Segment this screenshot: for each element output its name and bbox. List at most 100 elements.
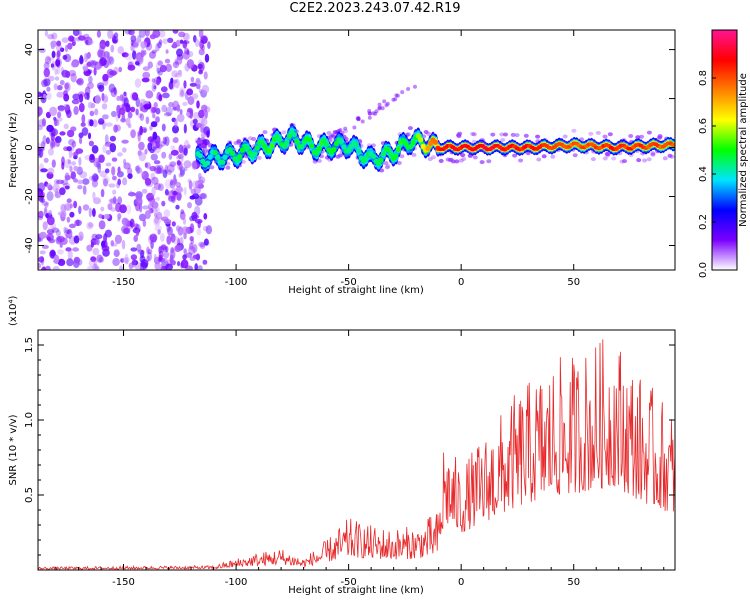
noise-speck	[197, 63, 203, 70]
noise-speck	[172, 30, 179, 34]
noise-speck	[145, 162, 151, 169]
noise-speck	[155, 78, 161, 86]
noise-speck	[60, 203, 67, 213]
noise-speck	[142, 219, 147, 227]
ridge-halo	[667, 153, 673, 158]
noise-speck	[160, 265, 167, 270]
noise-speck	[109, 197, 118, 205]
noise-speck	[51, 60, 56, 71]
ridge-halo	[379, 168, 385, 173]
noise-speck	[51, 50, 56, 59]
noise-speck	[69, 211, 75, 218]
noise-speck	[169, 249, 176, 259]
noise-speck	[82, 185, 87, 195]
ridge-halo	[550, 154, 556, 159]
noise-speck	[151, 176, 159, 185]
noise-speck	[100, 206, 105, 212]
noise-speck	[129, 190, 133, 197]
noise-speck	[87, 101, 93, 109]
noise-speck	[41, 197, 45, 203]
noise-speck	[162, 169, 168, 179]
ridge-halo	[251, 137, 257, 141]
ridge-cell	[220, 159, 226, 165]
noise-speck	[142, 66, 150, 71]
noise-speck	[39, 231, 47, 239]
noise-speck	[112, 189, 117, 195]
noise-speck	[79, 171, 88, 179]
noise-speck	[198, 88, 203, 94]
noise-speck	[38, 182, 46, 192]
noise-speck	[54, 76, 60, 81]
noise-speck	[104, 134, 109, 144]
noise-speck	[186, 59, 195, 69]
noise-speck	[163, 219, 172, 225]
ridge-halo	[438, 158, 444, 163]
y-tick-label: 1.0	[24, 412, 35, 428]
noise-speck	[130, 254, 138, 261]
noise-speck	[119, 107, 126, 115]
noise-speck	[188, 180, 193, 190]
ridge-cell	[338, 138, 344, 145]
noise-speck	[162, 258, 169, 265]
noise-speck	[119, 265, 124, 270]
noise-speck	[180, 152, 184, 162]
spectrogram-y-axis-label: Frequency (Hz)	[8, 112, 19, 188]
noise-speck	[170, 149, 179, 156]
noise-speck	[112, 196, 117, 205]
noise-speck	[172, 125, 179, 134]
noise-speck	[102, 144, 107, 154]
noise-speck	[40, 141, 46, 150]
noise-speck	[64, 185, 70, 190]
noise-speck	[123, 97, 129, 107]
noise-speck	[105, 122, 113, 127]
noise-speck	[195, 253, 201, 261]
ridge-halo	[447, 157, 453, 162]
ridge-halo	[536, 157, 542, 162]
noise-speck	[124, 53, 133, 61]
noise-speck	[111, 36, 119, 44]
ridge-halo	[225, 165, 231, 170]
noise-speck	[66, 146, 72, 152]
noise-speck	[51, 159, 56, 168]
noise-speck	[139, 113, 145, 121]
noise-speck	[112, 258, 120, 266]
noise-speck	[186, 112, 191, 117]
ridge-cell	[237, 154, 243, 160]
noise-speck	[183, 147, 188, 156]
noise-speck	[115, 112, 119, 122]
ridge-cell	[229, 150, 236, 157]
ridge-cell	[425, 145, 431, 152]
noise-speck	[144, 178, 152, 186]
ridge-halo	[571, 128, 577, 133]
noise-speck	[123, 158, 127, 165]
noise-speck	[161, 123, 166, 132]
noise-speck	[150, 106, 155, 114]
noise-speck	[162, 92, 170, 99]
noise-speck	[131, 259, 139, 266]
x-tick-label: -50	[340, 577, 356, 588]
noise-speck	[195, 139, 203, 144]
noise-speck	[52, 266, 60, 270]
colorbar-tick-label: 0.6	[698, 118, 709, 134]
noise-speck	[198, 241, 206, 248]
noise-speck	[38, 210, 44, 219]
noise-speck	[191, 160, 198, 170]
noise-speck	[137, 249, 145, 255]
noise-speck	[197, 265, 203, 270]
ridge-halo	[572, 153, 578, 158]
noise-speck	[173, 136, 179, 144]
noise-speck	[102, 73, 109, 82]
spectrogram-x-axis-label: Height of straight line (km)	[288, 285, 424, 296]
noise-speck	[172, 61, 179, 69]
noise-speck	[168, 153, 173, 160]
noise-speck	[163, 250, 170, 259]
noise-speck	[107, 30, 114, 39]
noise-speck	[43, 67, 50, 78]
noise-speck	[51, 32, 58, 40]
noise-speck	[63, 123, 69, 130]
ridge-halo	[662, 156, 668, 161]
ridge-cell	[227, 147, 233, 153]
noise-speck	[46, 86, 51, 92]
noise-speck	[73, 256, 81, 264]
noise-speck	[136, 164, 141, 175]
